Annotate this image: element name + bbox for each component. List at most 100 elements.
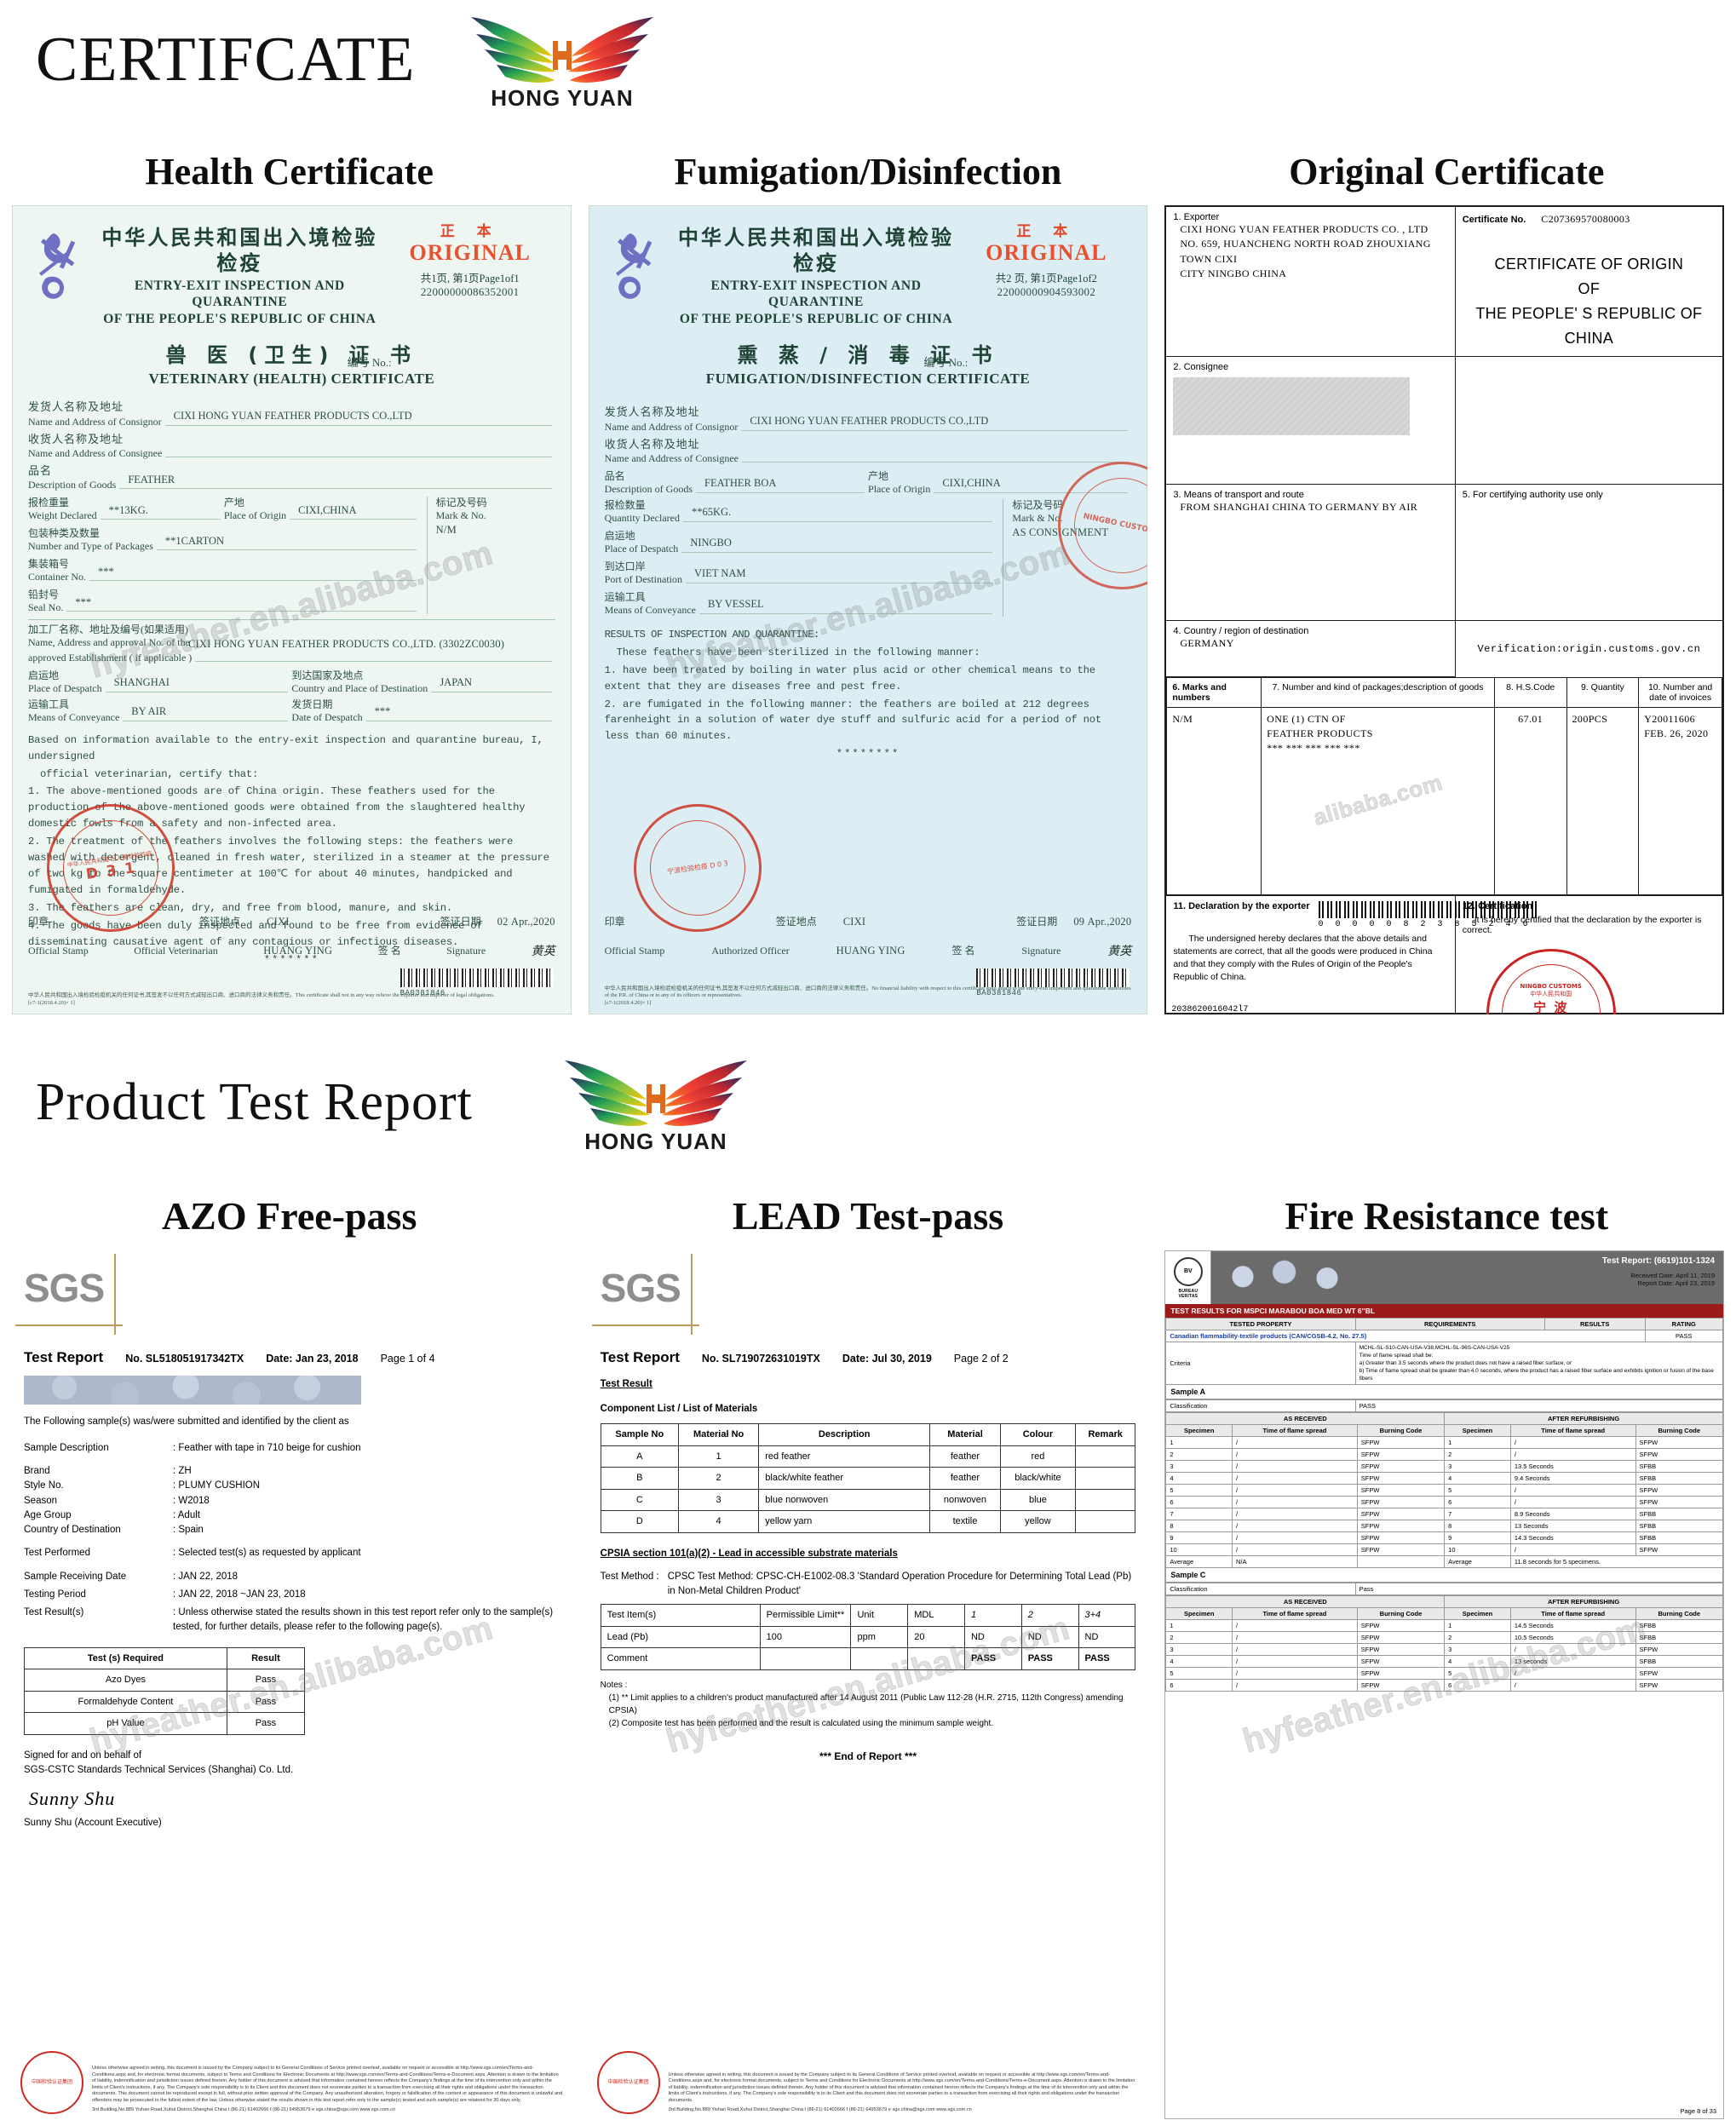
azo-signed-line-2: SGS-CSTC Standards Technical Services (S…	[24, 1764, 294, 1775]
lead-report-date: Date: Jul 30, 2019	[842, 1353, 932, 1365]
coo-field-declaration: 11. Declaration by the exporter 0 0 0 0 …	[1166, 895, 1540, 1014]
health-packages-cn: 包装种类及数量	[28, 527, 101, 540]
fumi-origin-en: Place of Origin	[868, 482, 931, 495]
fire-a-r-code: SFBB	[1635, 1520, 1724, 1533]
fire-c-l-spec: 2	[1165, 1631, 1233, 1645]
fumi-despatch-cn: 启运地	[604, 529, 635, 542]
coo-barcode-digits: 0 0 0 0 0 8 2 3 8 5 2 4 6	[1318, 919, 1532, 929]
coo-field-consignee: 2. Consignee	[1166, 356, 1456, 485]
table-row: 10/SFPW 10/SFPW	[1165, 1543, 1724, 1557]
fire-a-r-spec: 5	[1444, 1484, 1511, 1497]
fumi-marks-value: AS CONSIGNMENT	[1012, 526, 1109, 538]
brand-name: HONG YUAN	[491, 85, 634, 111]
card-lead-report[interactable]: SGS Test Report No. SL719072631019TX Dat…	[588, 1250, 1148, 2119]
fire-a-l-spec: 6	[1165, 1496, 1233, 1509]
azo-field-key: Country of Destination	[24, 1525, 121, 1535]
lead-th-material-no: Material No	[677, 1423, 760, 1446]
fumi-qty-value: **65KG.	[691, 506, 732, 519]
health-barcode-number: BA0381846	[400, 988, 445, 997]
table-row: D 4 yellow yarn textile yellow	[600, 1510, 1136, 1533]
fire-a-l-spec: Average	[1165, 1555, 1233, 1569]
table-row: Lead (Pb) 100 ppm 20 ND ND ND	[600, 1625, 1136, 1649]
card-health-certificate[interactable]: 中华人民共和国出入境检验检疫 ENTRY-EXIT INSPECTION AND…	[12, 205, 572, 1014]
fumi-port-value: VIET NAM	[694, 567, 746, 580]
health-decl-intro-1: Based on information available to the en…	[28, 733, 543, 762]
coo-invoice-number: Y20011606	[1644, 712, 1696, 725]
fumi-footer-code: [c7-1(2018.4.20)× 1]	[604, 999, 652, 1006]
coo-consignee-label: 2. Consignee	[1173, 361, 1229, 372]
fumi-barcode: BA0381846	[976, 968, 1130, 998]
fumi-stamp-cn: 印章	[604, 915, 625, 928]
card-fire-report[interactable]: BV BUREAU VERITAS Test Report: (6619)101…	[1164, 1250, 1725, 2119]
azo-field-value: : Adult	[173, 1509, 200, 1520]
wings-logo-icon	[565, 1060, 747, 1126]
health-dest-en: Country and Place of Destination	[291, 681, 428, 694]
fire-a-l-spec: 8	[1165, 1520, 1233, 1533]
fumi-en-title-2: OF THE PEOPLE'S REPUBLIC OF CHINA	[679, 311, 953, 326]
fire-a-r-time: /	[1509, 1436, 1636, 1450]
fire-resistance-report-document: BV BUREAU VERITAS Test Report: (6619)101…	[1164, 1250, 1725, 2119]
lead-td-material-no: 4	[677, 1510, 760, 1533]
table-row: Formaldehyde Content Pass	[24, 1690, 306, 1713]
fire-c-l-code: SFPW	[1356, 1631, 1446, 1645]
azo-signature: Sunny Shu	[29, 1788, 116, 1809]
fire-a-l-time: /	[1232, 1472, 1358, 1485]
fire-a-r-code: SFPW	[1635, 1436, 1724, 1450]
table-row: 4/SFPW 4 9.4 Seconds SFBB	[1165, 1472, 1724, 1485]
table-row: 2/SFPW 2/SFPW	[1165, 1448, 1724, 1462]
coo-barcode: 0 0 0 0 0 8 2 3 8 5 2 4 6	[1318, 900, 1540, 929]
azo-field-list: Sample Description: Feather with tape in…	[24, 1441, 560, 1635]
health-goods-cn: 品名	[28, 464, 53, 478]
fire-a-l-time: N/A	[1232, 1555, 1358, 1569]
health-despatch-en: Place of Despatch	[28, 681, 102, 694]
health-seal-en: Seal No.	[28, 601, 64, 614]
card-azo-report[interactable]: SGS Test Report No. SL518051917342TX Dat…	[12, 1250, 572, 2119]
coo-stamp-outer-top: NINGBO CUSTOMS	[1520, 982, 1582, 990]
table-row: 8/SFPW 8 13 Seconds SFBB	[1165, 1520, 1724, 1533]
fire-c-l-code: SFPW	[1356, 1655, 1446, 1669]
fumi-qty-cn: 报检数量	[604, 498, 646, 511]
lead-rr-1: PASS	[963, 1647, 1022, 1670]
health-origin-value: CIXI,CHINA	[298, 503, 357, 516]
coo-td-quantity: 200PCS	[1566, 707, 1640, 895]
fire-as-received-c: AS RECEIVED	[1165, 1595, 1446, 1609]
table-row: 7/SFPW 7 8.9 Seconds SFBB	[1165, 1508, 1724, 1521]
fire-a-r-code: SFPW	[1635, 1448, 1724, 1462]
lead-rh-1: 1	[963, 1604, 1022, 1627]
card-origin-certificate[interactable]: 1. Exporter CIXI HONG YUAN FEATHER PRODU…	[1164, 205, 1725, 1014]
health-consignor-value: CIXI HONG YUAN FEATHER PRODUCTS CO.,LTD	[173, 410, 412, 422]
coo-field-destination: 4. Country / region of destination GERMA…	[1166, 620, 1456, 677]
fumi-origin-cn: 产地	[868, 469, 889, 482]
wings-logo-icon	[471, 17, 653, 83]
azo-legal-text: Unless otherwise agreed in writing, this…	[92, 2066, 563, 2103]
azo-field-key: Testing Period	[24, 1589, 86, 1600]
lead-th-remark: Remark	[1074, 1423, 1136, 1446]
coo-th-hscode: 8. H.S.Code	[1493, 676, 1567, 708]
health-signature-block: 印章 签证地点 CIXI 签证日期 02 Apr.,2020 Official …	[28, 916, 555, 959]
lead-td-colour: blue	[999, 1488, 1077, 1511]
fumi-means-cn: 运输工具	[604, 590, 646, 603]
fire-a-r-time: 13 Seconds	[1509, 1520, 1636, 1533]
fire-a-l-code: SFPW	[1356, 1460, 1446, 1474]
health-packages-en: Number and Type of Packages	[28, 540, 153, 553]
fire-a-l-code: SFPW	[1356, 1531, 1446, 1545]
azo-td-result: Pass	[226, 1690, 306, 1713]
fumi-consignor-en: Name and Address of Consignor	[604, 420, 739, 433]
fumi-goods-value: FEATHER BOA	[704, 477, 777, 490]
coo-declaration-text: The undersigned hereby declares that the…	[1173, 933, 1433, 983]
card-fumigation-certificate[interactable]: 中华人民共和国出入境检验检疫 ENTRY-EXIT INSPECTION AND…	[588, 205, 1148, 1014]
lead-td-material: textile	[929, 1510, 1001, 1533]
lead-rr-1: ND	[963, 1625, 1022, 1649]
fire-sample-c-classification: Classification Pass	[1165, 1583, 1724, 1596]
lead-notes-title: Notes :	[600, 1680, 628, 1690]
lead-rr-limit: 100	[759, 1625, 852, 1649]
lead-rh-2: 2	[1020, 1604, 1079, 1627]
fire-sample-c-label: Sample C	[1165, 1568, 1724, 1583]
fumi-results-heading: RESULTS OF INSPECTION AND QUARANTINE:	[604, 628, 820, 641]
row2-cards: SGS Test Report No. SL518051917342TX Dat…	[0, 1250, 1736, 2126]
azo-report-page: Page 1 of 4	[380, 1353, 435, 1365]
health-marks-cn: 标记及号码	[435, 497, 487, 509]
coo-th-quantity: 9. Quantity	[1566, 676, 1640, 708]
fire-a-l-spec: 10	[1165, 1543, 1233, 1557]
lead-component-table: Sample No Material No Description Materi…	[600, 1423, 1136, 1533]
